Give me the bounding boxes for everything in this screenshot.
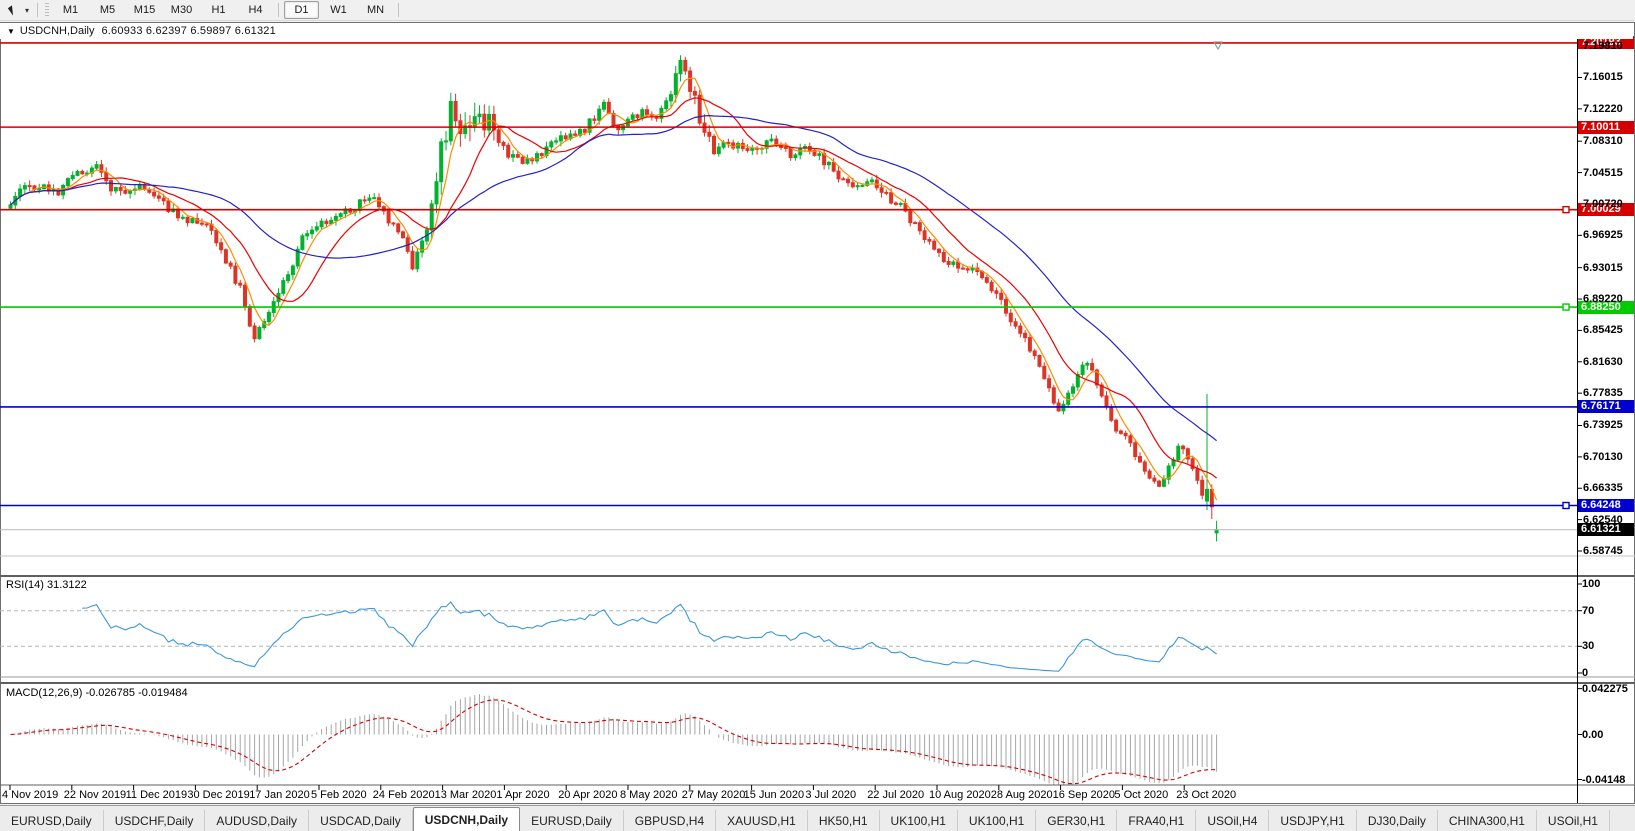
chart-title-symbol: USDCNH,Daily xyxy=(19,25,95,37)
chart-tab-audusd-daily[interactable]: AUDUSD,Daily xyxy=(205,810,310,831)
chart-tab-dj30-daily[interactable]: DJ30,Daily xyxy=(1357,810,1438,831)
chart-tab-china300-h1[interactable]: CHINA300,H1 xyxy=(1438,810,1537,831)
time-axis[interactable] xyxy=(0,786,1577,803)
chart-tab-usoil-h4[interactable]: USOil,H4 xyxy=(1196,810,1270,831)
timeframe-button-m15[interactable]: M15 xyxy=(133,4,156,16)
chart-tab-usdcad-daily[interactable]: USDCAD,Daily xyxy=(309,810,413,831)
timeframe-button-h1[interactable]: H1 xyxy=(211,4,226,16)
chart-tab-fra40-h1[interactable]: FRA40,H1 xyxy=(1117,810,1197,831)
timeframe-button-m1[interactable]: M1 xyxy=(62,4,79,16)
chart-title-bar: ▼ USDCNH,Daily 6.60933 6.62397 6.59897 6… xyxy=(0,23,1633,39)
top-toolbar: ▾ M1 M5 M15 M30 H1 H4 D1 W1 MN xyxy=(0,0,1635,21)
chart-tab-usoil-h1[interactable]: USOil,H1 xyxy=(1537,810,1610,831)
rsi-pane[interactable] xyxy=(0,577,1577,677)
chart-tab-uk100-h1[interactable]: UK100,H1 xyxy=(880,810,958,831)
timeframe-button-h4[interactable]: H4 xyxy=(248,4,263,16)
cursor-tool-dropdown-icon[interactable]: ▾ xyxy=(24,5,29,15)
chart-tab-hk50-h1[interactable]: HK50,H1 xyxy=(808,810,880,831)
timeframe-button-d1[interactable]: D1 xyxy=(284,1,319,19)
main-chart-pane[interactable] xyxy=(0,39,1577,551)
chart-window xyxy=(0,22,1635,804)
price-axis[interactable] xyxy=(1577,39,1635,803)
toolbar-separator xyxy=(398,3,399,17)
chart-tab-xauusd-h1[interactable]: XAUUSD,H1 xyxy=(716,810,808,831)
chart-title-dropdown-icon[interactable]: ▼ xyxy=(7,26,15,36)
timeframe-button-w1[interactable]: W1 xyxy=(330,4,347,16)
chart-tab-usdcnh-daily[interactable]: USDCNH,Daily xyxy=(412,807,521,831)
chart-tab-gbpusd-h4[interactable]: GBPUSD,H4 xyxy=(624,810,717,831)
toolbar-separator xyxy=(278,3,279,17)
chart-tab-ger30-h1[interactable]: GER30,H1 xyxy=(1036,810,1118,831)
timeframe-button-mn[interactable]: MN xyxy=(366,4,385,16)
chart-tab-usdchf-daily[interactable]: USDCHF,Daily xyxy=(104,810,206,831)
chart-title-ohlc: 6.60933 6.62397 6.59897 6.61321 xyxy=(101,25,276,37)
timeframe-button-m5[interactable]: M5 xyxy=(99,4,116,16)
timeframe-button-group: M1 M5 M15 M30 H1 H4 D1 W1 MN xyxy=(52,1,403,19)
chart-tab-uk100-h1[interactable]: UK100,H1 xyxy=(958,810,1037,831)
toolbar-grip[interactable] xyxy=(45,3,49,17)
chart-tab-usdjpy-h1[interactable]: USDJPY,H1 xyxy=(1269,810,1357,831)
timeframe-button-m30[interactable]: M30 xyxy=(170,4,193,16)
chart-tab-bar: EURUSD,Daily USDCHF,Daily AUDUSD,Daily USDC… xyxy=(0,805,1635,831)
chart-tab-eurusd-daily[interactable]: EURUSD,Daily xyxy=(520,810,624,831)
toolbar-separator xyxy=(37,3,38,17)
macd-pane[interactable] xyxy=(0,684,1577,785)
chart-tab-eurusd-daily[interactable]: EURUSD,Daily xyxy=(0,810,104,831)
